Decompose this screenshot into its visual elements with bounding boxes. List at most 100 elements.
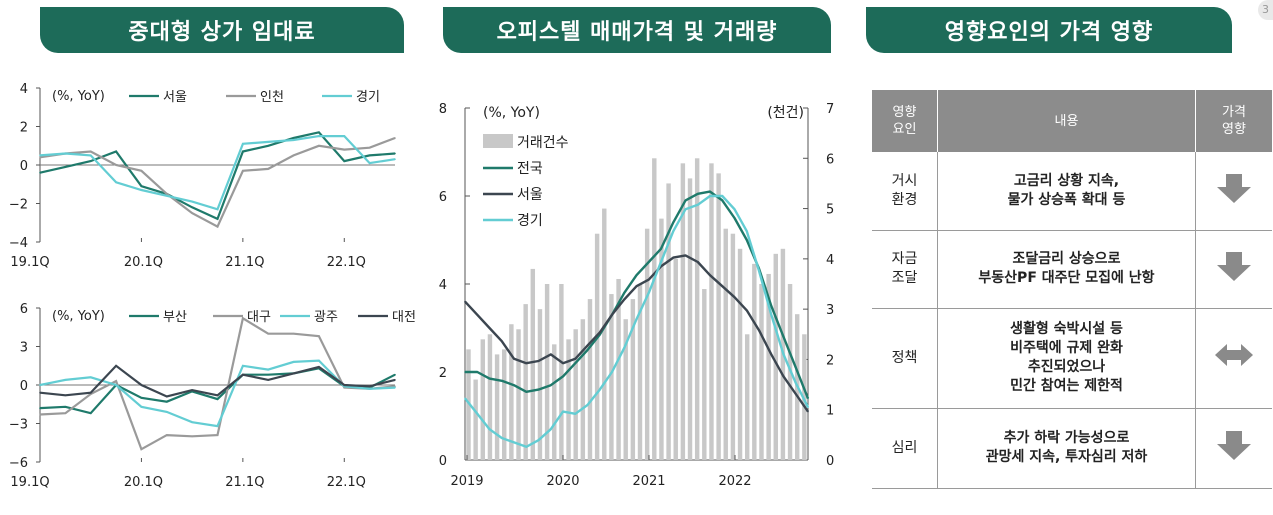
data-point [537,439,540,442]
volume-bar [602,208,607,460]
arrow-down-icon [1217,173,1251,203]
data-point [394,373,396,376]
data-point [394,379,396,381]
data-point [343,135,346,137]
data-point [216,394,219,397]
data-point [115,364,117,367]
data-point [115,384,117,386]
y-tick-label: −3 [9,418,28,433]
data-point [267,332,270,335]
data-point [39,156,41,159]
data-point [39,391,41,394]
data-point [794,382,797,384]
volume-bar [802,334,807,460]
data-point [562,362,564,365]
corner-badge-label: 3 [1262,3,1269,16]
data-point [574,358,577,360]
factor-cell-text: 정책 [891,349,918,366]
data-point [513,384,515,387]
data-point [89,150,92,153]
legend-label: 부산 [163,310,187,325]
data-point [394,137,396,139]
data-point [562,410,564,413]
factor-cell: 거시 환경 [872,152,938,231]
data-point [140,397,143,399]
data-point [89,376,92,379]
table-row: 심리 추가 하락 가능성으로 관망세 지속, 투자심리 저하 [872,408,1272,489]
data-point [709,190,711,193]
chart-rent-bottom: 6 3 0 −3 −6 19.1Q 20.1Q 21.1Q 22.1Q (%, YoY) 부산 대구 광… [9,302,416,490]
data-point [549,428,552,431]
content-cell: 고금리 상황 지속, 물가 상승폭 확대 등 [937,152,1196,231]
header-factor: 영향 요인 [872,90,938,152]
data-point [64,379,67,381]
y-tick-label: 6 [439,190,447,205]
data-point [115,150,117,153]
data-point [318,366,320,368]
data-point [476,413,479,415]
x-tick-label: 20.1Q [124,475,163,490]
data-point [647,292,650,294]
data-point [89,154,92,157]
legend-label: 대전 [392,310,416,325]
data-point [635,285,638,287]
volume-bar [702,289,707,460]
data-point [242,373,244,376]
data-point [292,332,295,335]
y-tick-label: 0 [20,159,28,174]
data-point [39,171,41,174]
data-point [165,434,168,436]
data-point [794,366,797,369]
effect-cell [1195,152,1272,231]
data-point [794,393,797,395]
table-header-row: 영향 요인 내용 가격 영향 [872,90,1272,152]
data-point [807,410,809,413]
data-point [733,296,736,298]
x-tick-label: 2019 [450,474,483,489]
data-point [191,389,193,391]
data-point [733,208,736,210]
data-point [745,309,748,312]
data-point [216,208,219,211]
data-point [394,158,396,161]
volume-bar [573,329,578,460]
data-point [89,391,92,394]
series-line-인천 [39,136,396,229]
y2-tick-label: 5 [826,203,834,218]
banner-officetel: 오피스텔 매매가격 및 거래량 [443,7,831,53]
data-point [525,391,528,393]
legend-label: 대구 [247,310,271,325]
data-point [140,189,143,191]
effect-cell [1195,408,1272,489]
data-point [745,230,748,232]
data-point [267,168,270,170]
data-point [513,358,515,360]
data-point [758,329,760,331]
data-point [758,270,760,272]
data-point [782,353,785,356]
data-point [598,388,601,391]
data-point [292,137,295,139]
y-tick-label: 6 [20,302,28,317]
effect-cell [1195,230,1272,309]
x-tick-label: 2020 [546,474,579,489]
data-point [267,144,270,147]
data-point [140,169,143,172]
data-point [660,248,662,250]
legend-label: 경기 [356,90,380,105]
volume-bar [759,284,764,460]
data-point [770,314,773,316]
data-point [635,274,638,276]
x-tick-label: 2022 [718,474,751,489]
data-point [586,349,589,351]
data-point [368,385,371,388]
legend-swatch [483,134,513,148]
data-point [267,141,270,143]
data-point [140,448,143,450]
table-row: 거시 환경 고금리 상황 지속, 물가 상승폭 확대 등 [872,152,1272,231]
data-point [242,169,244,172]
x-tick-label: 19.1Q [10,255,49,270]
table-row: 정책 생활형 숙박시설 등 비주택에 규제 완화 추진되었으나 민간 참여는 제한… [872,308,1272,409]
volume-bar [709,163,714,461]
